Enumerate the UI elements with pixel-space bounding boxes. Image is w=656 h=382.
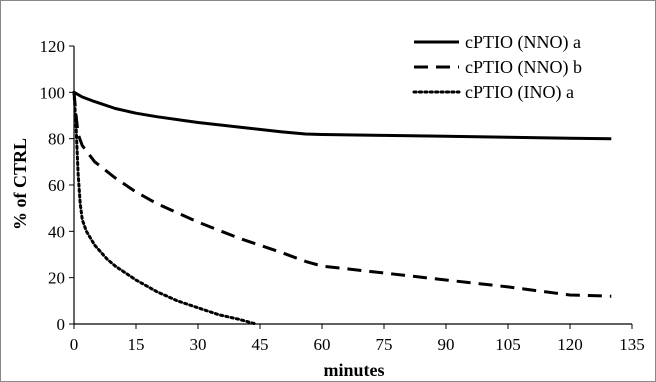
x-tick-label: 0 [70,335,79,354]
x-tick-label: 30 [190,335,207,354]
x-axis: 0 15 30 45 60 75 90 105 120 135 [70,323,645,354]
legend-label-3: cPTIO (INO) a [465,82,574,103]
y-tick-label: 60 [48,176,65,195]
legend: cPTIO (NNO) a cPTIO (NNO) b cPTIO (INO) a [412,32,582,103]
y-tick-label: 80 [48,130,65,149]
series-layer [72,90,612,326]
y-axis-title: % of CTRL [10,138,30,230]
x-tick-label: 90 [438,335,455,354]
x-tick-label: 15 [128,335,145,354]
x-tick-label: 105 [495,335,521,354]
x-tick-label: 45 [252,335,269,354]
y-tick-label: 20 [48,269,65,288]
x-axis-title: minutes [323,360,384,380]
y-tick-label: 120 [40,37,66,56]
x-tick-label: 60 [314,335,331,354]
x-tick-label: 120 [557,335,583,354]
legend-label-2: cPTIO (NNO) b [465,57,582,78]
y-tick-label: 100 [40,83,66,102]
x-tick-label: 135 [619,335,645,354]
y-tick-label: 40 [48,222,65,241]
y-tick-label: 0 [57,315,66,334]
series-line-3 [72,90,258,326]
series-line-2 [72,92,612,298]
series-line-1 [73,90,612,141]
legend-label-1: cPTIO (NNO) a [465,32,581,53]
y-axis: 0 20 40 60 80 100 120 [40,37,75,334]
x-tick-label: 75 [376,335,393,354]
